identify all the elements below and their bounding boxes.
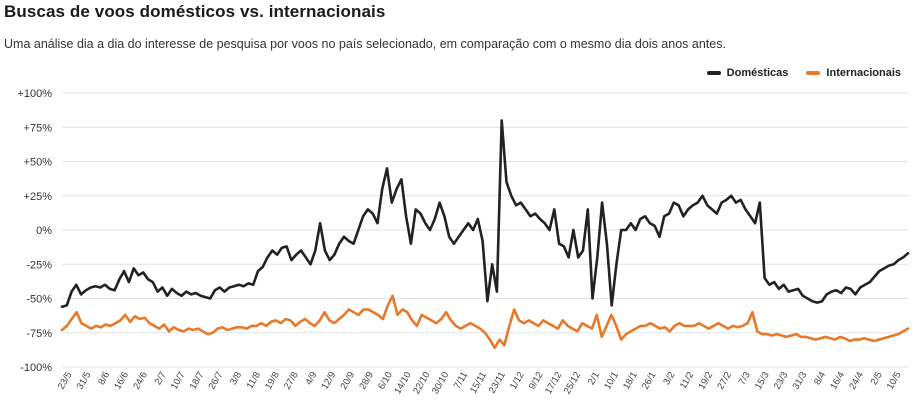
x-tick-label: 30/10 xyxy=(430,370,451,396)
x-tick-label: 10/5 xyxy=(885,370,904,392)
x-tick-label: 24/4 xyxy=(847,370,866,392)
y-tick-label: +75% xyxy=(24,122,53,134)
x-tick-label: 11/8 xyxy=(245,370,263,391)
x-tick-label: 8/6 xyxy=(96,370,112,387)
x-tick-label: 3/8 xyxy=(228,370,244,387)
x-tick-label: 7/3 xyxy=(737,370,753,387)
x-tick-label: 2/1 xyxy=(586,370,602,387)
x-tick-label: 11/2 xyxy=(678,370,696,391)
x-tick-label: 16/4 xyxy=(828,370,847,392)
x-tick-label: 23/5 xyxy=(56,370,75,392)
x-tick-label: 24/6 xyxy=(131,370,150,392)
x-tick-label: 27/2 xyxy=(715,370,734,392)
x-tick-label: 23/3 xyxy=(772,370,791,392)
x-tick-label: 8/4 xyxy=(812,370,828,387)
y-tick-label: +100% xyxy=(17,88,52,100)
x-tick-label: 19/8 xyxy=(263,370,282,392)
legend-item-domestic[interactable]: Domésticas xyxy=(706,67,789,79)
x-tick-label: 27/8 xyxy=(282,370,301,392)
x-tick-label: 25/12 xyxy=(562,370,583,396)
x-tick-label: 14/10 xyxy=(392,370,413,396)
x-tick-label: 28/9 xyxy=(357,370,376,392)
y-tick-label: 0% xyxy=(36,225,52,237)
y-tick-label: +25% xyxy=(24,191,53,203)
y-tick-label: -75% xyxy=(26,328,52,340)
x-tick-label: 12/9 xyxy=(320,370,339,392)
x-tick-label: 15/3 xyxy=(753,370,772,392)
x-tick-label: 4/9 xyxy=(303,370,319,387)
x-tick-label: 10/7 xyxy=(169,370,188,392)
x-tick-label: 6/10 xyxy=(376,370,395,392)
y-tick-label: -100% xyxy=(20,362,52,374)
x-tick-label: 2/5 xyxy=(869,370,885,387)
x-tick-label: 15/11 xyxy=(468,370,489,395)
x-tick-label: 31/5 xyxy=(75,370,94,392)
legend-label-domestic: Domésticas xyxy=(726,67,789,79)
x-tick-label: 18/7 xyxy=(188,370,207,392)
x-tick-label: 7/11 xyxy=(452,370,470,391)
series-line-domestic xyxy=(60,119,910,309)
x-tick-label: 26/7 xyxy=(207,370,226,392)
y-tick-label: -50% xyxy=(26,294,52,306)
x-tick-label: 20/9 xyxy=(338,370,357,392)
legend-label-international: Internacionais xyxy=(826,67,901,79)
legend-swatch-domestic xyxy=(706,71,721,75)
x-tick-label: 16/6 xyxy=(112,370,131,392)
legend: Domésticas Internacionais xyxy=(706,67,901,79)
x-tick-label: 31/3 xyxy=(791,370,810,392)
legend-item-international[interactable]: Internacionais xyxy=(806,67,901,79)
x-tick-label: 18/1 xyxy=(621,370,640,392)
chart-title: Buscas de voos domésticos vs. internacio… xyxy=(4,2,386,21)
series-line-international xyxy=(60,294,910,350)
x-tick-label: 17/12 xyxy=(543,370,564,396)
x-tick-label: 2/7 xyxy=(153,370,169,387)
x-tick-label: 22/10 xyxy=(411,370,432,396)
chart-subtitle: Uma análise dia a dia do interesse de pe… xyxy=(4,37,726,51)
x-tick-label: 23/11 xyxy=(487,370,508,395)
x-tick-label: 26/1 xyxy=(640,370,659,392)
legend-swatch-international xyxy=(806,71,821,75)
x-tick-label: 3/2 xyxy=(661,370,677,387)
x-tick-label: 1/12 xyxy=(508,370,527,392)
y-tick-label: -25% xyxy=(26,259,52,271)
x-tick-label: 10/1 xyxy=(602,370,621,392)
x-tick-label: 9/12 xyxy=(527,370,546,392)
x-tick-label: 19/2 xyxy=(696,370,715,392)
y-tick-label: +50% xyxy=(24,157,53,169)
